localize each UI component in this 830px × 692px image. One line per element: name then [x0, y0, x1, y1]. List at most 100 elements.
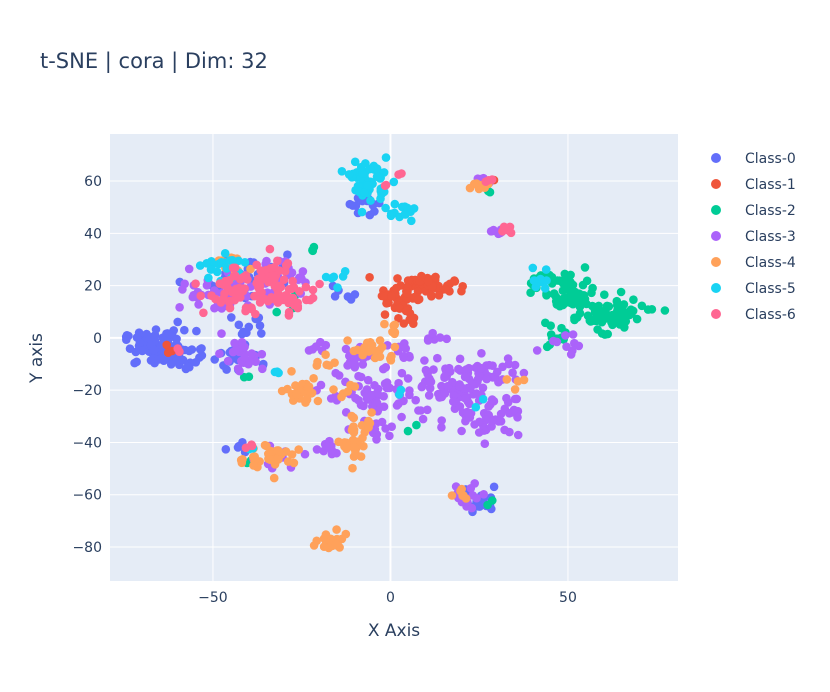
data-point — [247, 349, 256, 358]
data-point — [434, 291, 444, 300]
data-point — [367, 408, 376, 417]
data-point — [386, 211, 396, 221]
data-point — [440, 284, 450, 294]
data-point — [480, 439, 490, 449]
data-point — [484, 402, 493, 411]
x-tick-label: 0 — [386, 590, 395, 606]
data-point — [262, 256, 271, 266]
data-point — [513, 430, 523, 440]
data-point — [562, 342, 571, 352]
data-point — [223, 356, 233, 366]
data-point — [364, 416, 373, 426]
data-point — [215, 349, 224, 359]
data-point — [399, 352, 408, 361]
legend-item-class-6[interactable]: Class-6 — [711, 307, 796, 323]
data-point — [238, 286, 248, 296]
data-point — [566, 350, 576, 359]
data-point — [272, 307, 282, 317]
data-point — [377, 342, 387, 352]
data-point — [551, 292, 561, 302]
legend-item-class-5[interactable]: Class-5 — [711, 281, 796, 297]
data-point — [593, 325, 602, 334]
data-point — [510, 385, 520, 394]
data-point — [474, 428, 484, 437]
data-point — [257, 349, 267, 359]
data-point — [297, 274, 306, 284]
data-point — [488, 361, 497, 371]
data-point — [361, 159, 370, 168]
data-point — [574, 341, 584, 351]
data-point — [220, 249, 230, 258]
legend-item-class-4[interactable]: Class-4 — [711, 255, 796, 271]
data-point — [250, 452, 259, 462]
data-point — [206, 265, 216, 274]
data-point — [172, 356, 181, 366]
legend-marker — [711, 179, 721, 189]
data-point — [149, 345, 159, 355]
data-point — [134, 328, 144, 338]
data-point — [479, 490, 489, 499]
data-point — [131, 347, 141, 357]
data-point — [351, 201, 361, 210]
data-point — [423, 405, 432, 415]
data-point — [506, 228, 516, 238]
data-point — [467, 503, 477, 513]
data-point — [423, 276, 433, 286]
data-point — [541, 318, 550, 328]
data-point — [178, 355, 188, 365]
data-point — [387, 292, 396, 301]
data-point — [358, 360, 368, 369]
data-point — [425, 383, 435, 393]
data-point — [230, 338, 239, 348]
data-point — [424, 391, 434, 400]
data-point — [349, 413, 359, 423]
legend-item-class-3[interactable]: Class-3 — [711, 229, 796, 245]
data-point — [388, 327, 397, 337]
data-point — [273, 256, 282, 266]
data-point — [493, 367, 502, 377]
legend-item-class-2[interactable]: Class-2 — [711, 203, 796, 219]
data-point — [407, 216, 416, 226]
data-point — [300, 449, 310, 459]
data-point — [542, 291, 551, 300]
data-point — [301, 398, 310, 407]
data-point — [380, 292, 389, 301]
data-point — [184, 264, 194, 274]
data-point — [379, 364, 388, 374]
data-point — [558, 286, 568, 296]
legend-label: Class-1 — [745, 177, 796, 193]
data-point — [420, 356, 429, 365]
series-class-5 — [195, 153, 551, 454]
data-point — [233, 443, 243, 452]
data-point — [380, 319, 389, 329]
data-point — [381, 424, 390, 433]
data-point — [407, 315, 417, 325]
data-point — [499, 222, 509, 232]
data-point — [591, 316, 601, 326]
data-point — [283, 293, 292, 303]
legend-item-class-0[interactable]: Class-0 — [711, 151, 796, 167]
data-point — [510, 394, 520, 404]
data-point — [443, 381, 453, 391]
data-point — [204, 273, 213, 283]
data-point — [289, 296, 299, 306]
data-point — [202, 281, 212, 290]
data-point — [417, 271, 426, 281]
data-point — [423, 336, 433, 345]
data-point — [381, 203, 390, 213]
data-point — [322, 360, 332, 370]
data-point — [306, 389, 316, 398]
data-point — [316, 380, 326, 390]
legend-item-class-1[interactable]: Class-1 — [711, 177, 796, 193]
legend-marker — [711, 283, 721, 293]
data-point — [365, 164, 375, 174]
data-point — [184, 346, 194, 356]
data-point — [660, 306, 670, 315]
x-tick-label: −50 — [198, 590, 228, 606]
data-point — [375, 174, 385, 183]
data-point — [210, 355, 219, 364]
legend-label: Class-2 — [745, 203, 796, 219]
data-point — [403, 374, 413, 383]
data-point — [431, 272, 440, 282]
data-point — [291, 381, 300, 390]
